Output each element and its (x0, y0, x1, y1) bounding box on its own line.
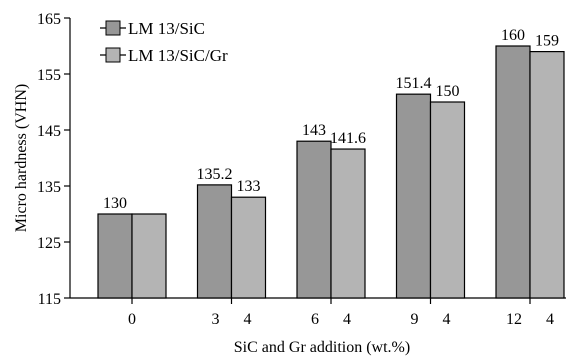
legend-swatch-1 (105, 20, 121, 36)
bar-value-label: 151.4 (396, 75, 432, 92)
x-tick-label: 12 4 (506, 311, 554, 328)
bar-value-label: 130 (103, 195, 127, 212)
bar-lm13-sic (296, 140, 332, 299)
bar-lm13-sic (395, 93, 432, 299)
bar-value-label: 159 (535, 33, 559, 50)
bar-lm13-sic-gr (230, 196, 267, 299)
x-axis-title: SiC and Gr addition (wt.%) (234, 339, 410, 356)
bar-lm13-sic (495, 45, 531, 299)
x-tick-label: 0 (128, 311, 136, 328)
bar-lm13-sic-gr (131, 213, 167, 299)
legend-item-2: LM 13/SiC/Gr (100, 46, 228, 65)
bar-lm13-sic (196, 184, 233, 299)
legend-item-1: LM 13/SiC (100, 19, 205, 38)
bar-lm13-sic-gr (330, 148, 366, 299)
y-tick-label: 115 (38, 291, 61, 308)
bars-group (97, 45, 565, 299)
x-tick-label: 6 4 (311, 311, 351, 328)
y-tick-label: 155 (37, 67, 61, 84)
bar-lm13-sic-gr (429, 101, 466, 299)
bar-value-label: 141.6 (330, 130, 366, 147)
bar-value-label: 143 (302, 122, 326, 139)
bar-lm13-sic-gr (529, 50, 565, 299)
legend-label-1: LM 13/SiC (128, 19, 205, 38)
bar-value-label: 135.2 (197, 166, 233, 183)
x-tick-label: 9 4 (411, 311, 451, 328)
legend-label-2: LM 13/SiC/Gr (128, 46, 228, 65)
y-tick-label: 145 (37, 123, 61, 140)
bar-value-label: 150 (436, 83, 460, 100)
legend-swatch-2 (105, 47, 121, 63)
y-axis-title: Micro hardness (VHN) (13, 84, 30, 232)
y-ticks: 115 125 135 145 155 165 (37, 11, 70, 308)
x-tick-label: 3 4 (212, 311, 252, 328)
y-tick-label: 165 (37, 11, 61, 28)
bar-value-label: 160 (501, 27, 525, 44)
y-tick-label: 135 (37, 179, 61, 196)
y-tick-label: 125 (37, 235, 61, 252)
bar-lm13-sic (97, 213, 133, 299)
x-ticks: 0 3 4 6 4 9 4 12 4 (128, 298, 554, 328)
legend: LM 13/SiC LM 13/SiC/Gr (100, 19, 228, 65)
bar-value-label: 133 (237, 178, 261, 195)
